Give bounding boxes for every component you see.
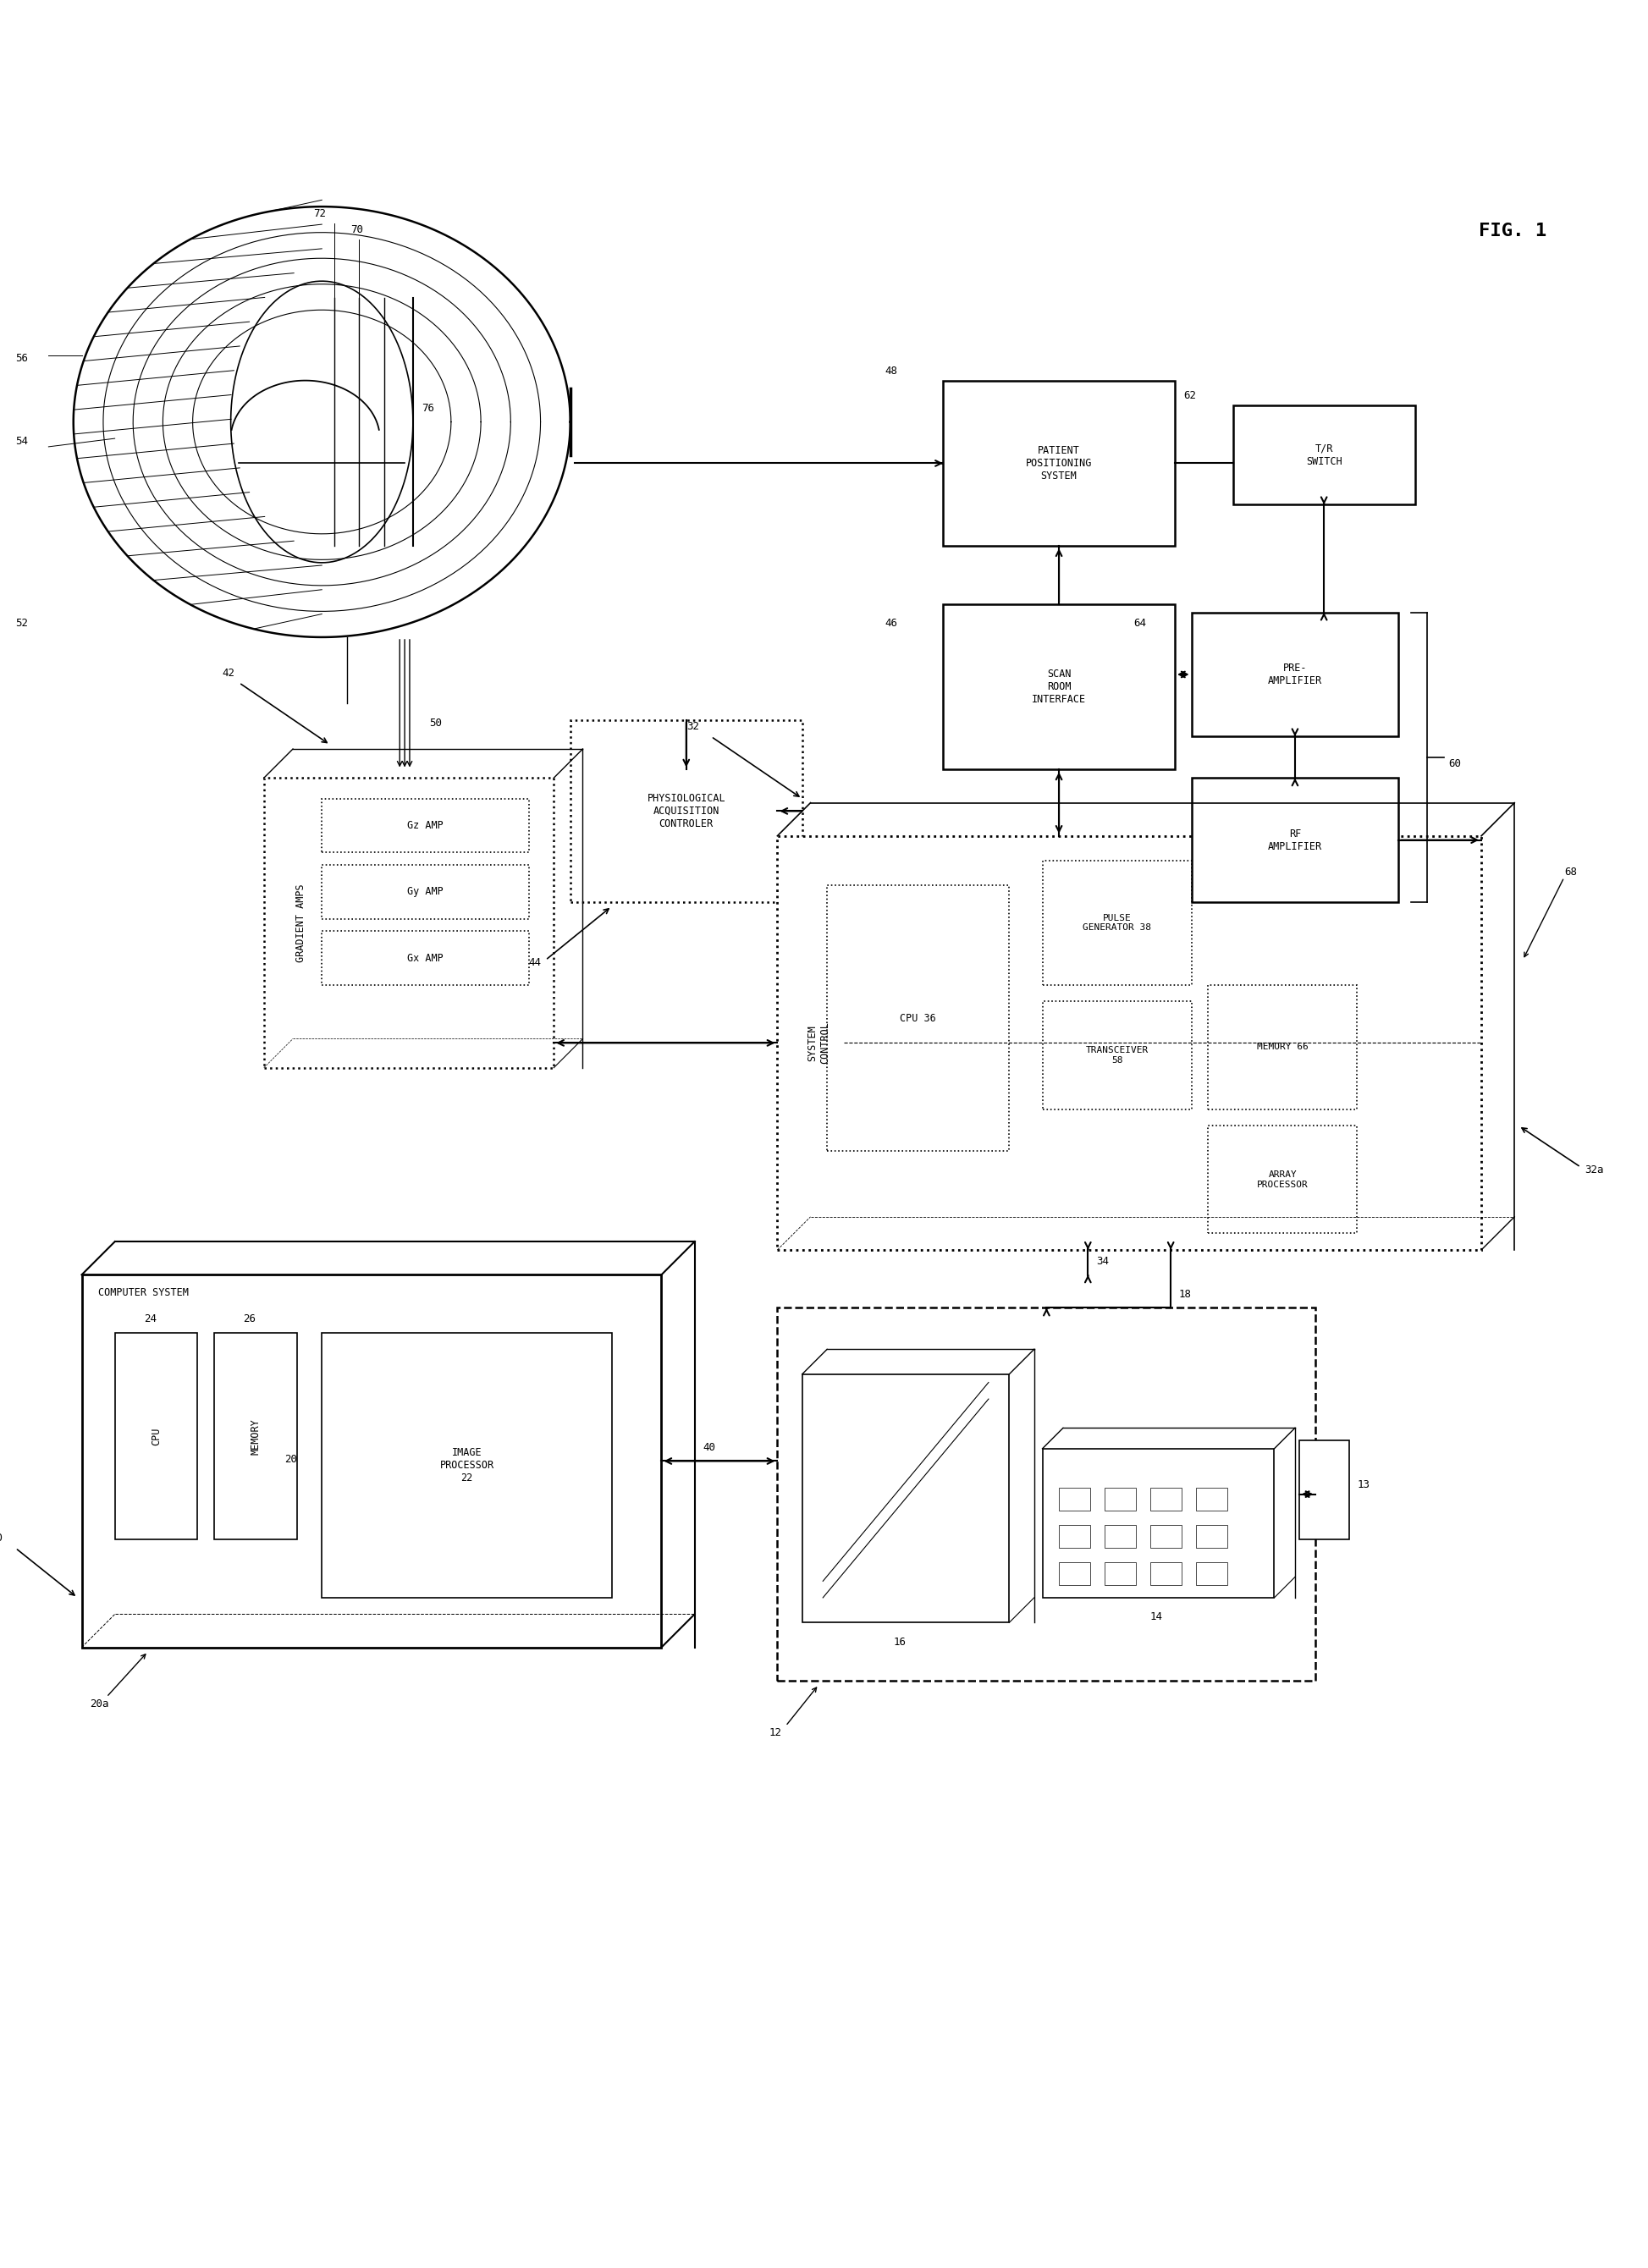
Text: MEMORY 66: MEMORY 66: [1257, 1043, 1309, 1052]
Text: 26: 26: [244, 1313, 255, 1325]
FancyBboxPatch shape: [1299, 1440, 1348, 1540]
Text: TRANSCEIVER
58: TRANSCEIVER 58: [1086, 1046, 1149, 1064]
Text: 20a: 20a: [91, 1699, 109, 1710]
FancyBboxPatch shape: [321, 1334, 611, 1597]
FancyBboxPatch shape: [1060, 1524, 1091, 1549]
Text: 52: 52: [15, 617, 28, 628]
Text: RF
AMPLIFIER: RF AMPLIFIER: [1267, 828, 1322, 853]
FancyBboxPatch shape: [264, 778, 554, 1068]
FancyBboxPatch shape: [1043, 1002, 1192, 1109]
Text: PULSE
GENERATOR 38: PULSE GENERATOR 38: [1083, 914, 1152, 932]
FancyBboxPatch shape: [321, 798, 529, 853]
FancyBboxPatch shape: [827, 885, 1009, 1150]
Text: 18: 18: [1178, 1288, 1192, 1300]
Text: 48: 48: [885, 365, 898, 376]
Text: Gx AMP: Gx AMP: [407, 953, 443, 964]
Text: GRADIENT AMPS: GRADIENT AMPS: [295, 885, 307, 962]
FancyBboxPatch shape: [943, 381, 1175, 547]
Text: SCAN
ROOM
INTERFACE: SCAN ROOM INTERFACE: [1032, 669, 1086, 705]
Text: 16: 16: [893, 1637, 906, 1647]
FancyBboxPatch shape: [1104, 1563, 1135, 1585]
Text: 32: 32: [686, 721, 699, 733]
Text: 40: 40: [702, 1442, 715, 1454]
FancyBboxPatch shape: [1233, 406, 1416, 506]
Text: 34: 34: [1096, 1256, 1109, 1266]
Text: 72: 72: [313, 209, 326, 220]
FancyBboxPatch shape: [1043, 1449, 1274, 1597]
Text: 20: 20: [285, 1454, 297, 1465]
FancyBboxPatch shape: [1104, 1524, 1135, 1549]
Text: 56: 56: [15, 354, 28, 363]
Text: COMPUTER SYSTEM: COMPUTER SYSTEM: [99, 1288, 190, 1297]
Text: ARRAY
PROCESSOR: ARRAY PROCESSOR: [1257, 1170, 1309, 1188]
Text: 64: 64: [1134, 617, 1145, 628]
Text: 13: 13: [1356, 1479, 1369, 1490]
Text: CPU: CPU: [150, 1427, 162, 1445]
Text: 10: 10: [0, 1533, 3, 1545]
Text: 46: 46: [885, 617, 898, 628]
FancyBboxPatch shape: [1150, 1488, 1182, 1510]
FancyBboxPatch shape: [1150, 1563, 1182, 1585]
FancyBboxPatch shape: [214, 1334, 297, 1540]
Text: SYSTEM
CONTROL: SYSTEM CONTROL: [808, 1023, 831, 1064]
Text: PRE-
AMPLIFIER: PRE- AMPLIFIER: [1267, 662, 1322, 687]
FancyBboxPatch shape: [803, 1374, 1009, 1622]
Text: 32a: 32a: [1585, 1163, 1604, 1175]
FancyBboxPatch shape: [1195, 1563, 1228, 1585]
Text: 12: 12: [770, 1728, 781, 1740]
Text: CPU 36: CPU 36: [900, 1012, 936, 1023]
Text: 24: 24: [143, 1313, 157, 1325]
Text: FIG. 1: FIG. 1: [1478, 222, 1547, 240]
FancyBboxPatch shape: [1208, 984, 1356, 1109]
FancyBboxPatch shape: [1192, 612, 1399, 737]
Text: 44: 44: [529, 957, 542, 968]
Text: 76: 76: [422, 404, 433, 413]
Text: 14: 14: [1150, 1613, 1163, 1622]
Text: 42: 42: [222, 667, 236, 678]
FancyBboxPatch shape: [115, 1334, 198, 1540]
FancyBboxPatch shape: [570, 719, 803, 903]
Text: 68: 68: [1564, 866, 1577, 878]
FancyBboxPatch shape: [943, 603, 1175, 769]
FancyBboxPatch shape: [778, 1309, 1315, 1681]
FancyBboxPatch shape: [1192, 778, 1399, 903]
FancyBboxPatch shape: [1043, 862, 1192, 984]
Text: 62: 62: [1183, 390, 1196, 401]
FancyBboxPatch shape: [82, 1275, 661, 1647]
Text: MEMORY: MEMORY: [250, 1418, 260, 1454]
Text: PATIENT
POSITIONING
SYSTEM: PATIENT POSITIONING SYSTEM: [1025, 445, 1093, 481]
Text: T/R
SWITCH: T/R SWITCH: [1305, 442, 1341, 467]
Text: 50: 50: [430, 717, 442, 728]
Text: PHYSIOLOGICAL
ACQUISITION
CONTROLER: PHYSIOLOGICAL ACQUISITION CONTROLER: [648, 794, 725, 830]
Text: 70: 70: [351, 225, 364, 236]
FancyBboxPatch shape: [778, 837, 1482, 1250]
FancyBboxPatch shape: [1150, 1524, 1182, 1549]
FancyBboxPatch shape: [321, 932, 529, 984]
Text: Gz AMP: Gz AMP: [407, 821, 443, 830]
Text: Gy AMP: Gy AMP: [407, 887, 443, 898]
FancyBboxPatch shape: [1104, 1488, 1135, 1510]
FancyBboxPatch shape: [1208, 1125, 1356, 1234]
FancyBboxPatch shape: [1060, 1563, 1091, 1585]
FancyBboxPatch shape: [321, 864, 529, 919]
Text: IMAGE
PROCESSOR
22: IMAGE PROCESSOR 22: [440, 1447, 494, 1483]
Text: 54: 54: [15, 435, 28, 447]
Text: 60: 60: [1449, 760, 1460, 769]
FancyBboxPatch shape: [1195, 1488, 1228, 1510]
FancyBboxPatch shape: [1060, 1488, 1091, 1510]
FancyBboxPatch shape: [1195, 1524, 1228, 1549]
